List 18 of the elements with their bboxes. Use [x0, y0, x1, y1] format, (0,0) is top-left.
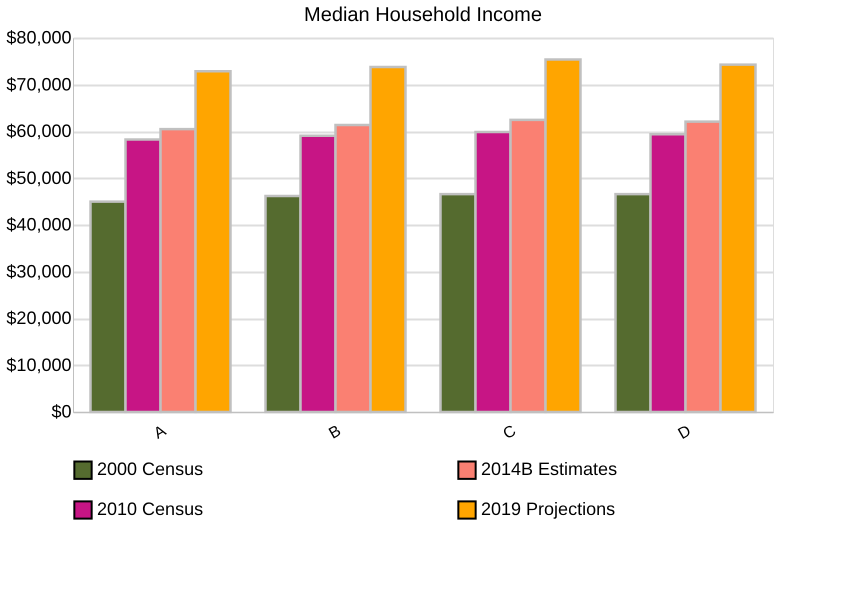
- x-tick-label: D: [675, 422, 694, 444]
- y-tick-label: $30,000: [6, 261, 72, 282]
- legend-label: 2010 Census: [97, 499, 204, 519]
- x-tick-label: C: [500, 422, 519, 444]
- y-tick-label: $0: [51, 402, 72, 422]
- x-tick-label: A: [151, 422, 170, 443]
- y-tick-label: $70,000: [6, 74, 72, 94]
- y-tick-label: $80,000: [6, 28, 72, 48]
- y-tick-label: $60,000: [6, 121, 72, 141]
- x-tick-label: B: [326, 422, 344, 443]
- y-tick-label: $20,000: [6, 308, 72, 328]
- y-tick-label: $40,000: [6, 214, 72, 234]
- y-tick-label: $10,000: [6, 354, 72, 375]
- y-tick-label: $50,000: [6, 168, 72, 188]
- legend-label: 2000 Census: [97, 459, 204, 480]
- legend-label: 2019 Projections: [481, 499, 616, 519]
- legend-label: 2014B Estimates: [481, 459, 618, 480]
- chart-title: Median Household Income: [304, 4, 542, 26]
